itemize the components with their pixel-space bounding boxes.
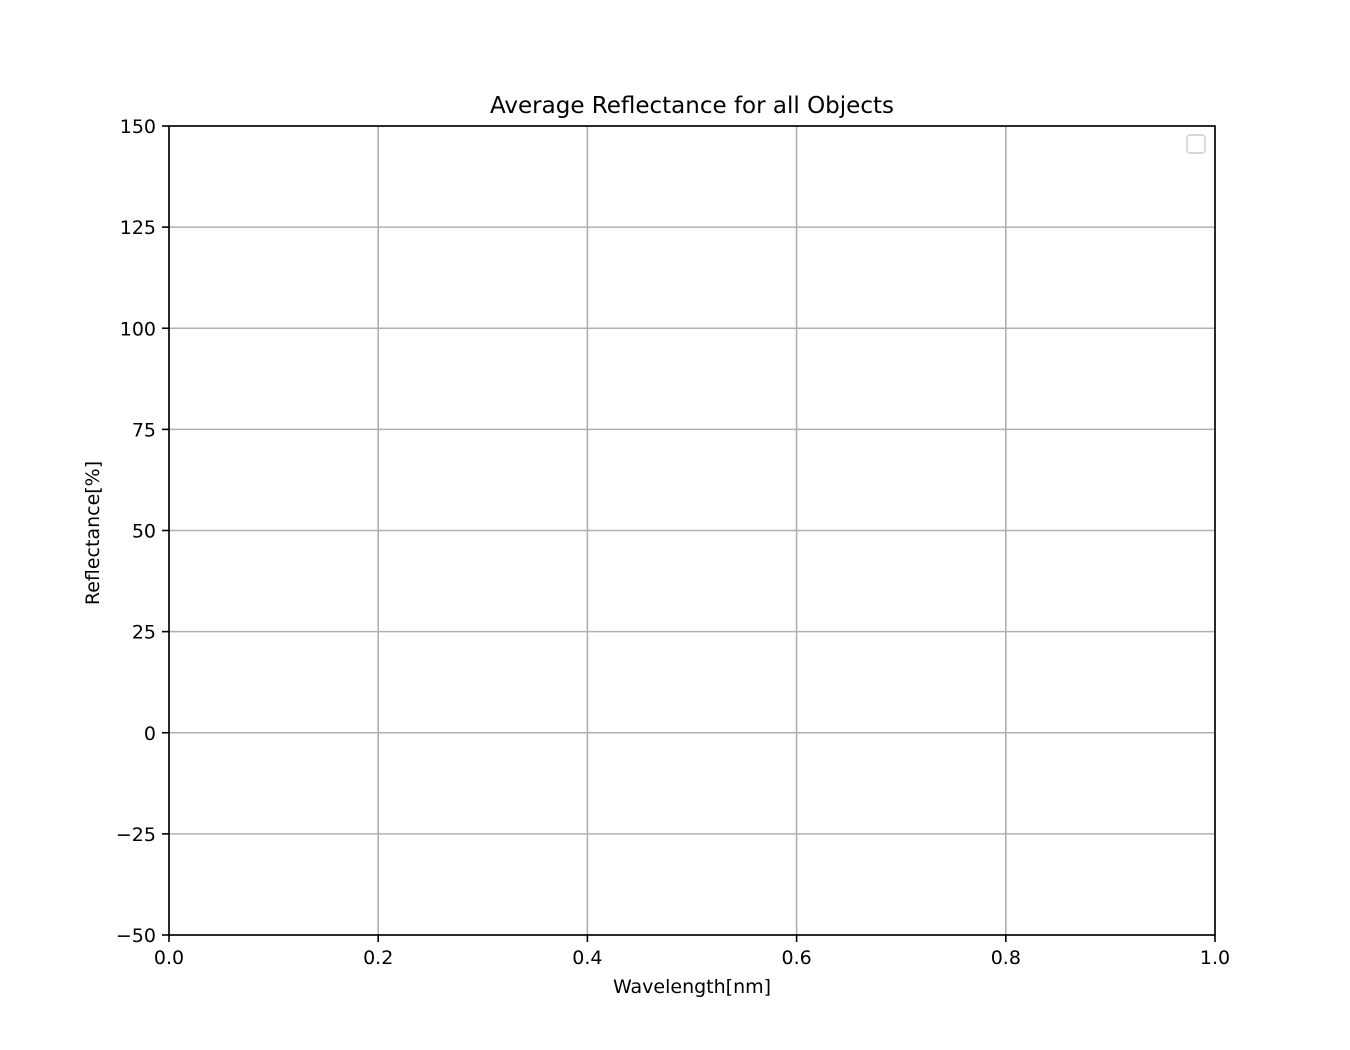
y-tick-label: −25	[116, 824, 156, 846]
y-tick-label: 25	[132, 622, 156, 644]
y-axis-label: Reflectance[%]	[82, 461, 104, 605]
x-tick-label: 0.8	[991, 947, 1021, 969]
x-tick-label: 0.4	[572, 947, 602, 969]
x-tick-label: 0.6	[781, 947, 811, 969]
y-tick-label: 75	[132, 419, 156, 441]
x-tick-label: 1.0	[1200, 947, 1230, 969]
x-tick-label: 0.2	[363, 947, 393, 969]
x-axis-label: Wavelength[nm]	[613, 976, 771, 998]
y-tick-label: 50	[132, 521, 156, 543]
chart-title: Average Reflectance for all Objects	[490, 93, 894, 119]
x-axis-ticks: 0.0 0.2 0.4 0.6 0.8 1.0	[154, 935, 1230, 969]
y-tick-label: −50	[116, 925, 156, 947]
y-tick-label: 150	[120, 116, 156, 138]
y-tick-label: 100	[120, 318, 156, 340]
y-tick-label: 0	[144, 723, 156, 745]
x-tick-label: 0.0	[154, 947, 184, 969]
y-axis-ticks: −50 −25 0 25 50 75 100 125 150	[116, 116, 169, 947]
legend-box	[1186, 134, 1206, 154]
y-tick-label: 125	[120, 217, 156, 239]
